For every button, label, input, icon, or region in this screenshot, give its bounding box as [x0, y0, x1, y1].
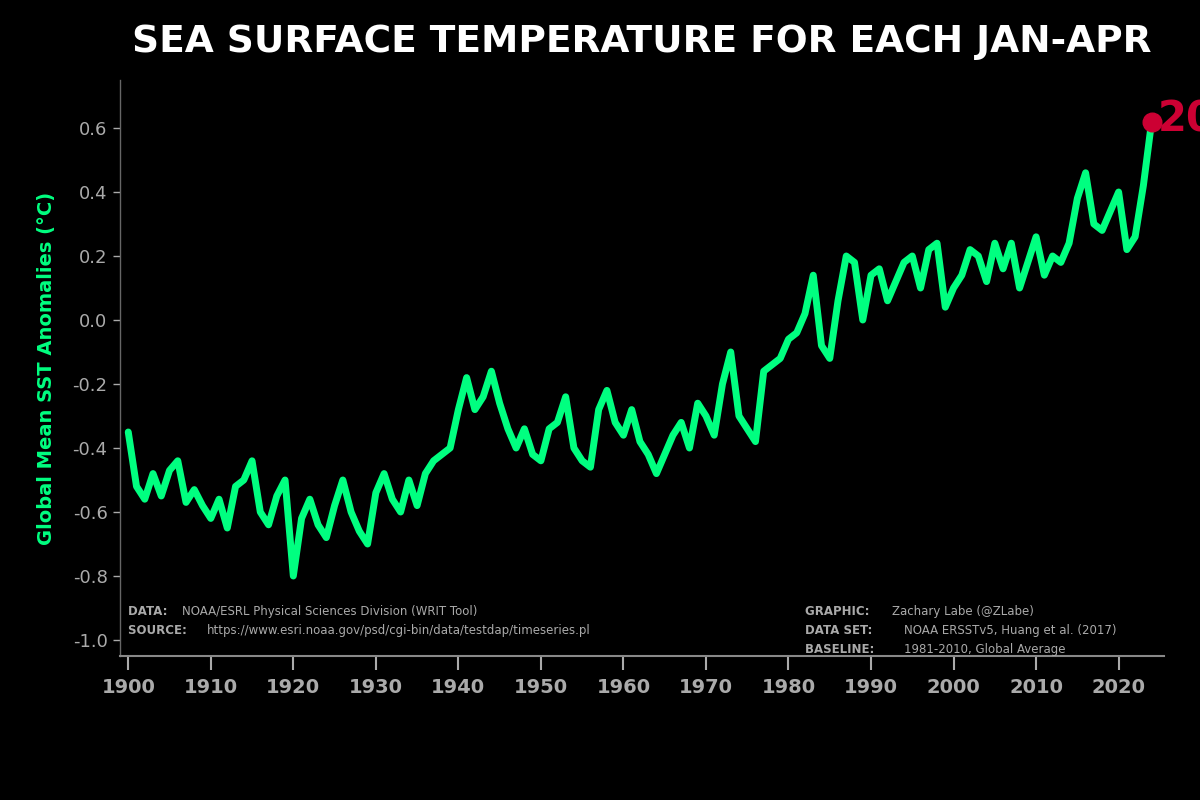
- Text: Zachary Labe (@ZLabe): Zachary Labe (@ZLabe): [892, 605, 1033, 618]
- Text: SOURCE:: SOURCE:: [128, 624, 191, 637]
- Text: NOAA ERSSTv5, Huang et al. (2017): NOAA ERSSTv5, Huang et al. (2017): [904, 624, 1116, 637]
- Title: SEA SURFACE TEMPERATURE FOR EACH JAN-APR: SEA SURFACE TEMPERATURE FOR EACH JAN-APR: [132, 24, 1152, 60]
- Text: https://www.esri.noaa.gov/psd/cgi-bin/data/testdap/timeseries.pl: https://www.esri.noaa.gov/psd/cgi-bin/da…: [206, 624, 590, 637]
- Text: 2024: 2024: [1158, 99, 1200, 141]
- Text: BASELINE:: BASELINE:: [805, 643, 878, 656]
- Text: GRAPHIC:: GRAPHIC:: [805, 605, 874, 618]
- Text: DATA SET:: DATA SET:: [805, 624, 876, 637]
- Text: DATA:: DATA:: [128, 605, 172, 618]
- Text: NOAA/ESRL Physical Sciences Division (WRIT Tool): NOAA/ESRL Physical Sciences Division (WR…: [182, 605, 478, 618]
- Point: [1142, 115, 1162, 128]
- Text: 1981-2010, Global Average: 1981-2010, Global Average: [904, 643, 1066, 656]
- Y-axis label: Global Mean SST Anomalies (°C): Global Mean SST Anomalies (°C): [37, 191, 56, 545]
